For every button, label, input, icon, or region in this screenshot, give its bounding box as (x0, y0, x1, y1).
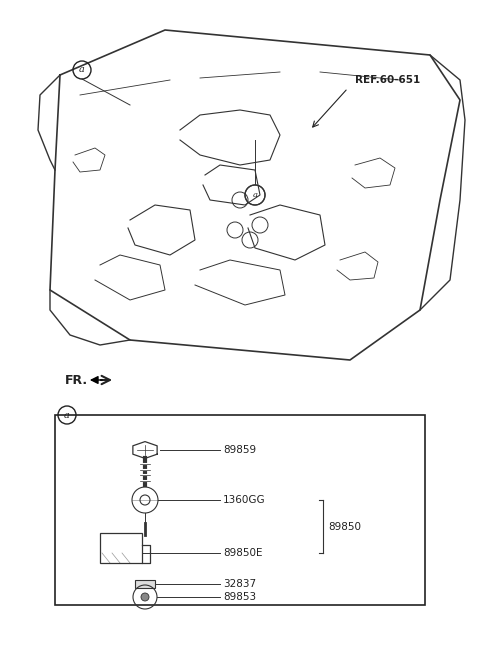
Text: a: a (79, 66, 85, 74)
Circle shape (140, 495, 150, 505)
Text: a: a (252, 191, 257, 199)
Bar (55, 415, 425, 605)
Circle shape (141, 593, 149, 601)
Bar (135, 580, 155, 588)
Text: REF.60-651: REF.60-651 (355, 75, 420, 85)
Text: 89853: 89853 (223, 592, 256, 602)
Text: 89859: 89859 (223, 445, 256, 455)
Text: FR.: FR. (65, 373, 88, 386)
Text: a: a (64, 411, 70, 420)
Text: 89850E: 89850E (223, 548, 263, 558)
Text: 32837: 32837 (223, 579, 256, 589)
Text: 89850: 89850 (328, 522, 361, 532)
Text: 1360GG: 1360GG (223, 495, 265, 505)
Bar (100, 533, 142, 563)
